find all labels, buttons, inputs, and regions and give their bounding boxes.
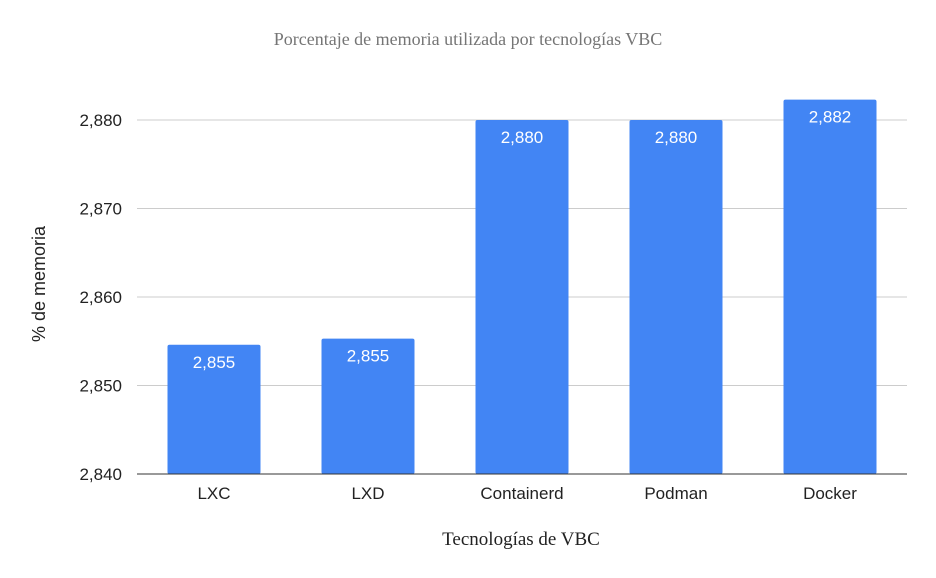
- x-tick-label: LXC: [197, 484, 230, 503]
- y-axis-ticks: 2,840 2,850 2,860 2,870 2,880: [79, 111, 122, 484]
- chart-title: Porcentaje de memoria utilizada por tecn…: [274, 29, 663, 49]
- bar-data-label: 2,880: [655, 128, 698, 147]
- bar: [321, 338, 415, 474]
- x-tick-label: Podman: [644, 484, 707, 503]
- x-axis-ticks: LXC LXD Containerd Podman Docker: [197, 484, 857, 503]
- data-labels: 2,855 2,855 2,880 2,880 2,882: [193, 108, 852, 372]
- bar: [167, 344, 261, 474]
- bar-data-label: 2,880: [501, 128, 544, 147]
- x-tick-label: Containerd: [480, 484, 563, 503]
- x-tick-label: Docker: [803, 484, 857, 503]
- y-tick-label: 2,840: [79, 465, 122, 484]
- bar-data-label: 2,855: [193, 353, 236, 372]
- bar: [629, 120, 723, 474]
- x-axis-title: Tecnologías de VBC: [442, 529, 600, 550]
- bars: [167, 99, 877, 475]
- y-axis-title: % de memoria: [29, 225, 49, 342]
- y-tick-label: 2,850: [79, 377, 122, 396]
- bar-data-label: 2,855: [347, 347, 390, 366]
- bar: [783, 99, 877, 475]
- y-tick-label: 2,860: [79, 288, 122, 307]
- y-tick-label: 2,870: [79, 200, 122, 219]
- y-tick-label: 2,880: [79, 111, 122, 130]
- x-tick-label: LXD: [351, 484, 384, 503]
- bar: [475, 120, 569, 474]
- bar-data-label: 2,882: [809, 108, 852, 127]
